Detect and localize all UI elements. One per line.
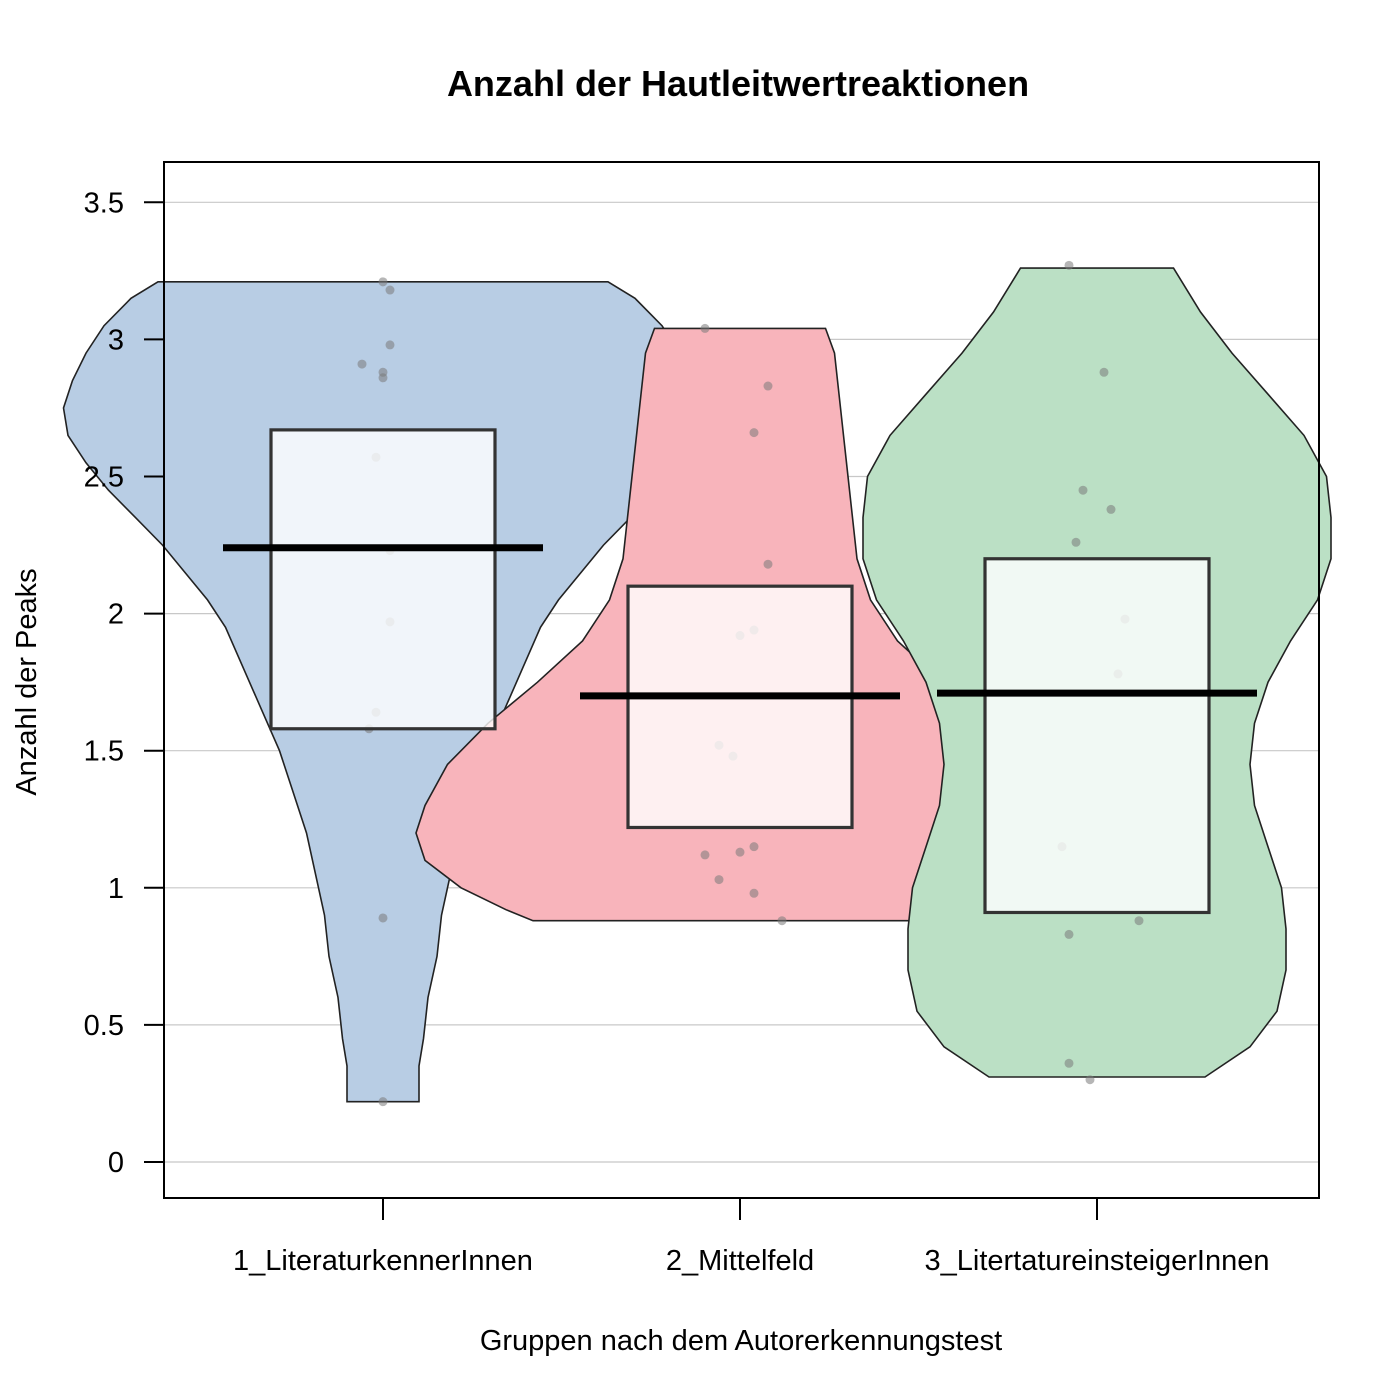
data-point — [1064, 929, 1074, 939]
y-tick-label: 3 — [108, 324, 124, 356]
y-axis: 0 0.5 1 1.5 2 2.5 3 3.5 — [84, 187, 164, 1179]
data-point — [1106, 504, 1116, 514]
box-2 — [626, 584, 854, 830]
box-3 — [983, 557, 1211, 915]
data-point — [1064, 260, 1074, 270]
data-point — [749, 842, 759, 852]
x-axis-label: Gruppen nach dem Autorerkennungstest — [480, 1325, 1002, 1357]
data-point — [385, 340, 395, 350]
data-point — [357, 359, 367, 369]
y-axis-label: Anzahl der Peaks — [11, 568, 43, 795]
y-tick-label: 3.5 — [84, 187, 124, 219]
data-point — [763, 381, 773, 391]
data-point — [385, 285, 395, 295]
data-point — [1085, 1075, 1095, 1085]
data-point — [1071, 537, 1081, 547]
data-point — [700, 850, 710, 860]
mean-lines — [223, 544, 1257, 700]
box-1 — [269, 428, 497, 731]
y-tick-label: 1 — [108, 873, 124, 905]
y-tick-label: 0 — [108, 1147, 124, 1179]
data-point — [749, 888, 759, 898]
data-point — [378, 277, 388, 287]
data-point — [1064, 1058, 1074, 1068]
boxes — [269, 428, 1211, 915]
x-tick-label: 1_LiteraturkennerInnen — [233, 1245, 533, 1277]
x-tick-label: 2_Mittelfeld — [666, 1245, 814, 1277]
data-point — [714, 875, 724, 885]
data-point — [378, 913, 388, 923]
data-point — [700, 323, 710, 333]
chart-title: Anzahl der Hautleitwertreaktionen — [447, 63, 1029, 104]
y-tick-label: 0.5 — [84, 1010, 124, 1042]
data-point — [749, 428, 759, 438]
data-point — [1099, 367, 1109, 377]
y-tick-label: 2.5 — [84, 462, 124, 494]
x-axis: 1_LiteraturkennerInnen 2_Mittelfeld 3_Lite… — [233, 1198, 1270, 1277]
data-point — [1134, 916, 1144, 926]
y-tick-label: 1.5 — [84, 736, 124, 768]
data-point — [1078, 485, 1088, 495]
data-point — [378, 373, 388, 383]
plot-frame — [163, 161, 1320, 1199]
data-point — [378, 1097, 388, 1107]
y-tick-label: 2 — [108, 599, 124, 631]
data-point — [777, 916, 787, 926]
data-point — [763, 559, 773, 569]
x-tick-label: 3_LitertatureinsteigerInnen — [924, 1245, 1269, 1277]
data-point — [735, 847, 745, 857]
